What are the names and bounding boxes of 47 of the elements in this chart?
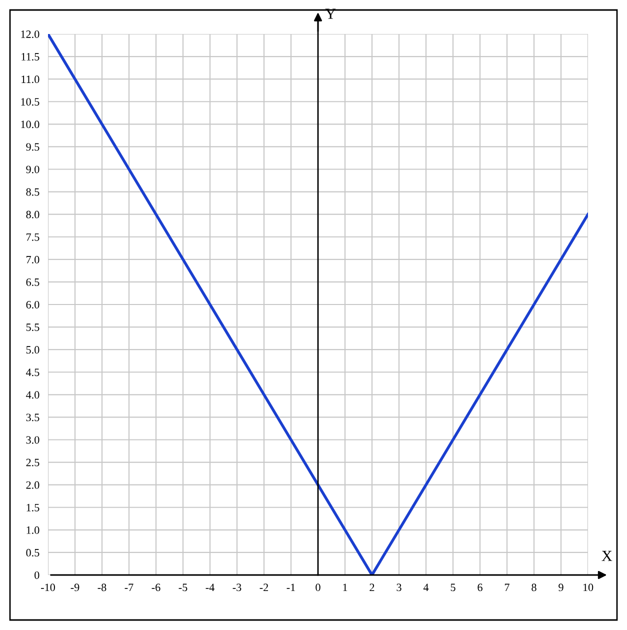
y-tick-label: 8.0 xyxy=(26,210,40,218)
x-tick-label: 10 xyxy=(583,584,594,592)
y-tick-label: 3.5 xyxy=(26,414,40,422)
x-tick-label: 1 xyxy=(343,584,348,592)
y-tick-label: 1.0 xyxy=(26,526,40,534)
x-tick-label: -10 xyxy=(41,584,55,592)
y-tick-label: 1.5 xyxy=(26,504,40,512)
y-tick-label: 6.0 xyxy=(26,300,40,309)
y-tick-label: 4.0 xyxy=(26,391,40,399)
x-tick-label: 2 xyxy=(370,584,374,592)
x-tick-label: -1 xyxy=(286,584,295,592)
y-tick-label: 11.0 xyxy=(22,76,40,84)
x-tick-label: -8 xyxy=(98,584,106,592)
y-tick-label: 2.5 xyxy=(26,458,40,466)
x-tick-label: 9 xyxy=(558,584,564,592)
y-tick-label: 2.0 xyxy=(26,481,40,489)
y-tick-label: 9.0 xyxy=(26,166,40,174)
x-tick-label: 8 xyxy=(532,584,536,592)
y-tick-label: 10.5 xyxy=(21,98,40,106)
x-tick-label: 7 xyxy=(504,584,510,592)
x-tick-label: -6 xyxy=(152,584,160,592)
y-tick-label: 9.5 xyxy=(26,143,40,151)
x-axis-title: X xyxy=(602,550,612,561)
x-tick-label: 0 xyxy=(316,584,320,592)
y-tick-label: 8.5 xyxy=(26,188,40,196)
x-tick-label: -9 xyxy=(70,584,80,592)
y-tick-label: 0 xyxy=(34,571,40,579)
x-tick-label: -7 xyxy=(124,584,134,592)
y-tick-label: 6.5 xyxy=(26,278,40,286)
y-tick-label: 5.0 xyxy=(26,346,40,354)
x-tick-label: -3 xyxy=(232,584,242,592)
x-tick-label: -5 xyxy=(178,584,188,592)
x-tick-label: 6 xyxy=(478,584,482,592)
x-tick-label: 3 xyxy=(396,584,402,592)
x-tick-label: -4 xyxy=(206,584,214,592)
y-tick-label: 0.5 xyxy=(26,548,40,556)
x-tick-label: 4 xyxy=(423,584,429,592)
y-tick-label: 12.0 xyxy=(21,30,40,38)
y-tick-label: 5.5 xyxy=(26,324,40,332)
x-tick-label: -2 xyxy=(260,584,268,592)
y-tick-label: 3.0 xyxy=(26,436,40,444)
y-tick-label: 11.5 xyxy=(22,53,40,61)
y-tick-label: 7.5 xyxy=(26,233,40,241)
y-tick-label: 7.0 xyxy=(26,256,40,264)
x-tick-label: 5 xyxy=(450,584,456,592)
y-tick-label: 4.5 xyxy=(26,368,40,376)
y-tick-label: 10.0 xyxy=(21,120,40,128)
